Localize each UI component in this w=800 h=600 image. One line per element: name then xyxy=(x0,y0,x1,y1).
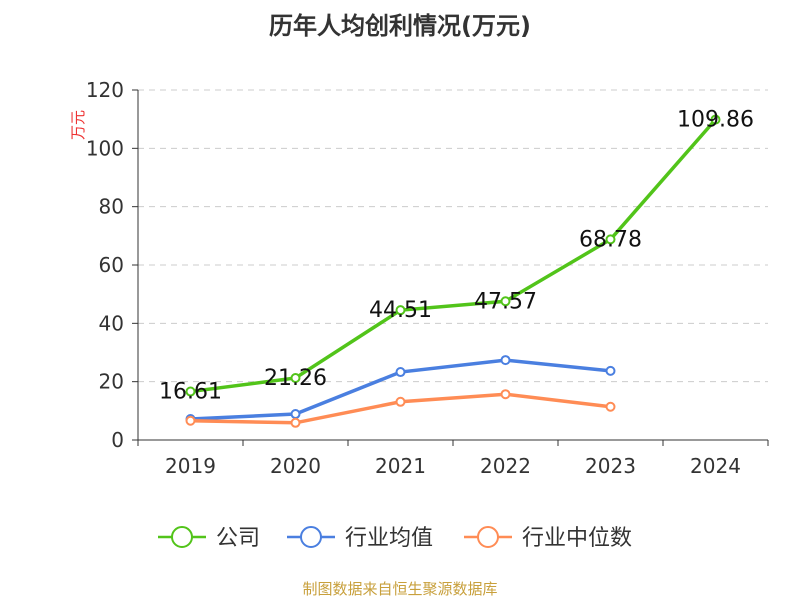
data-point xyxy=(710,114,721,125)
chart-title: 历年人均创利情况(万元) xyxy=(269,12,531,40)
data-point xyxy=(605,401,616,412)
data-point xyxy=(185,386,196,397)
data-point xyxy=(185,415,196,426)
y-axis-label: 万元 xyxy=(69,110,87,140)
data-point xyxy=(290,409,301,420)
legend-label: 行业中位数 xyxy=(522,526,632,551)
y-tick-label: 100 xyxy=(86,136,124,160)
legend-marker xyxy=(171,526,193,548)
y-tick-label: 60 xyxy=(99,253,124,277)
data-point xyxy=(605,234,616,245)
x-tick-label: 2019 xyxy=(165,454,216,478)
data-label: 44.51 xyxy=(369,298,432,323)
data-point xyxy=(395,396,406,407)
x-tick-label: 2022 xyxy=(480,454,531,478)
legend-marker xyxy=(300,526,322,548)
x-tick-label: 2021 xyxy=(375,454,426,478)
legend-label: 行业均值 xyxy=(345,526,433,551)
series-line-0 xyxy=(190,118,717,394)
y-tick-label: 80 xyxy=(99,195,124,219)
data-label: 47.57 xyxy=(474,289,537,314)
y-tick-label: 20 xyxy=(99,370,124,394)
source-footer: 制图数据来自恒生聚源数据库 xyxy=(302,580,498,598)
legend-label: 公司 xyxy=(216,526,260,551)
data-point xyxy=(395,305,406,316)
data-point xyxy=(290,417,301,428)
data-label: 109.86 xyxy=(677,108,754,133)
y-tick-label: 120 xyxy=(86,78,124,102)
data-label: 16.61 xyxy=(159,380,222,405)
data-point xyxy=(500,296,511,307)
y-tick-label: 40 xyxy=(99,311,124,335)
data-point xyxy=(605,365,616,376)
x-tick-label: 2023 xyxy=(585,454,636,478)
x-tick-label: 2020 xyxy=(270,454,321,478)
x-tick-label: 2024 xyxy=(690,454,741,478)
data-point xyxy=(500,389,511,400)
data-label: 21.26 xyxy=(264,366,327,391)
data-point xyxy=(290,372,301,383)
data-point xyxy=(395,367,406,378)
data-point xyxy=(500,355,511,366)
y-tick-label: 0 xyxy=(111,428,124,452)
data-label: 68.78 xyxy=(579,227,642,252)
legend-marker xyxy=(477,526,499,548)
